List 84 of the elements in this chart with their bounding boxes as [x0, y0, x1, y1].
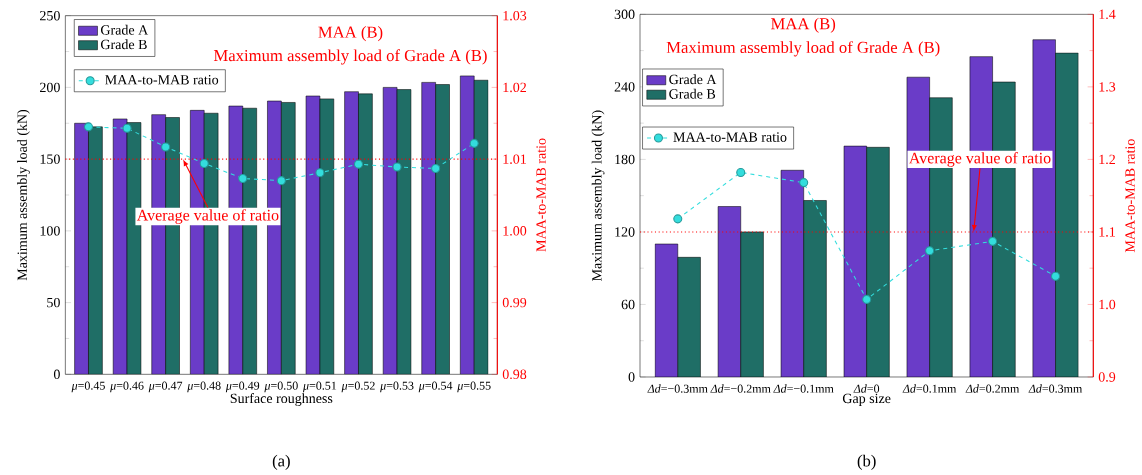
x-tick-label: Δd=0 — [853, 384, 880, 393]
y2-tick-label: 1.2 — [1099, 154, 1115, 165]
y-tick-label: 180 — [615, 154, 635, 165]
y2-tick-label: 0.98 — [502, 369, 527, 380]
text: (a) — [272, 454, 290, 471]
annotation: MAA (B) — [318, 26, 383, 42]
y2-tick-label: 1.0 — [1099, 299, 1116, 310]
point — [925, 246, 935, 256]
point — [122, 123, 132, 134]
y2-tick-label: 1.03 — [503, 11, 527, 21]
point — [862, 295, 872, 305]
x-tick-label: Δd=0.2mm — [965, 384, 1020, 393]
text: (b) — [857, 454, 876, 471]
y-tick-label: 150 — [40, 154, 60, 165]
x-tick-label: μ=0.46 — [110, 381, 144, 393]
x-tick-label: μ=0.47 — [148, 381, 183, 393]
x-tick-label: μ=0.54 — [418, 381, 453, 393]
point — [353, 159, 364, 169]
x-tick-label: μ=0.55 — [457, 381, 491, 393]
y2-axis-title: MAA-to-MAB ratio — [536, 138, 546, 252]
y-axis-title: Maximum assembly load (kN) — [17, 110, 30, 281]
annotation: Maximum assembly load of Grade A (B) — [666, 41, 940, 57]
bar — [435, 84, 450, 375]
point — [469, 139, 479, 149]
x-tick-label: μ=0.52 — [341, 381, 375, 393]
y2-tick-label: 1.1 — [1099, 227, 1115, 237]
annotation: Maximum assembly load of Grade A (B) — [213, 49, 487, 65]
ref-line-label: Average value of ratio — [908, 152, 1051, 167]
legend-label: MAA-to-MAB ratio — [673, 132, 787, 142]
x-axis-title: Gap size — [842, 393, 891, 407]
point — [1051, 271, 1061, 281]
point — [161, 142, 171, 152]
y-tick-label: 60 — [621, 299, 635, 310]
annotation: MAA (B) — [771, 17, 836, 33]
y-tick-label: 120 — [615, 227, 635, 237]
point — [988, 237, 998, 247]
point — [736, 168, 746, 178]
x-tick-label: μ=0.50 — [264, 381, 298, 393]
x-axis-title: Surface roughness — [230, 393, 333, 407]
legend-label: Grade A — [100, 25, 149, 35]
point — [238, 174, 248, 184]
x-tick-label: μ=0.48 — [187, 381, 221, 393]
point — [392, 162, 402, 172]
y-tick-label: 250 — [40, 11, 60, 21]
point — [673, 214, 683, 224]
y2-tick-label: 0.99 — [502, 298, 527, 308]
x-tick-label: μ=0.49 — [225, 381, 260, 393]
y-tick-label: 240 — [614, 82, 635, 92]
point — [276, 176, 286, 186]
y2-tick-label: 0.9 — [1098, 372, 1116, 382]
x-tick-label: Δd=0.1mm — [902, 384, 957, 393]
x-tick-label: Δd=−0.3mm — [647, 384, 708, 393]
x-tick-label: μ=0.53 — [380, 381, 414, 393]
bar — [358, 93, 373, 375]
point — [799, 178, 809, 188]
point — [83, 122, 94, 132]
y2-tick-label: 1.00 — [503, 226, 527, 236]
y2-tick-label: 1.3 — [1099, 82, 1116, 92]
point — [431, 164, 441, 174]
y2-tick-label: 1.01 — [503, 154, 526, 165]
ref-line-label: Average value of ratio — [136, 209, 279, 225]
x-tick-label: μ=0.51 — [303, 381, 337, 393]
y-tick-label: 50 — [47, 298, 60, 308]
bar — [281, 102, 296, 375]
legend-label: Grade B — [100, 39, 147, 50]
point — [199, 159, 209, 169]
y-tick-label: 300 — [614, 9, 635, 20]
y2-tick-label: 1.4 — [1099, 9, 1116, 20]
y-axis-title: Maximum assembly load (kN) — [591, 110, 605, 282]
x-tick-label: μ=0.45 — [71, 381, 105, 393]
y2-tick-label: 1.02 — [503, 82, 526, 93]
x-tick-label: Δd=−0.2mm — [710, 384, 771, 393]
legend-label: Grade B — [669, 89, 716, 99]
y-tick-label: 0 — [53, 369, 60, 380]
y-tick-label: 100 — [40, 226, 60, 236]
x-tick-label: Δd=−0.1mm — [773, 384, 834, 393]
y-tick-label: 0 — [628, 372, 635, 382]
y2-axis-title: MAA-to-MAB ratio — [1125, 139, 1135, 253]
bar — [88, 126, 103, 375]
legend-label: Grade A — [669, 74, 717, 85]
x-tick-label: Δd=0.3mm — [1028, 384, 1083, 393]
legend-label: MAA-to-MAB ratio — [105, 75, 219, 85]
y-tick-label: 200 — [40, 82, 60, 93]
point — [315, 168, 325, 178]
